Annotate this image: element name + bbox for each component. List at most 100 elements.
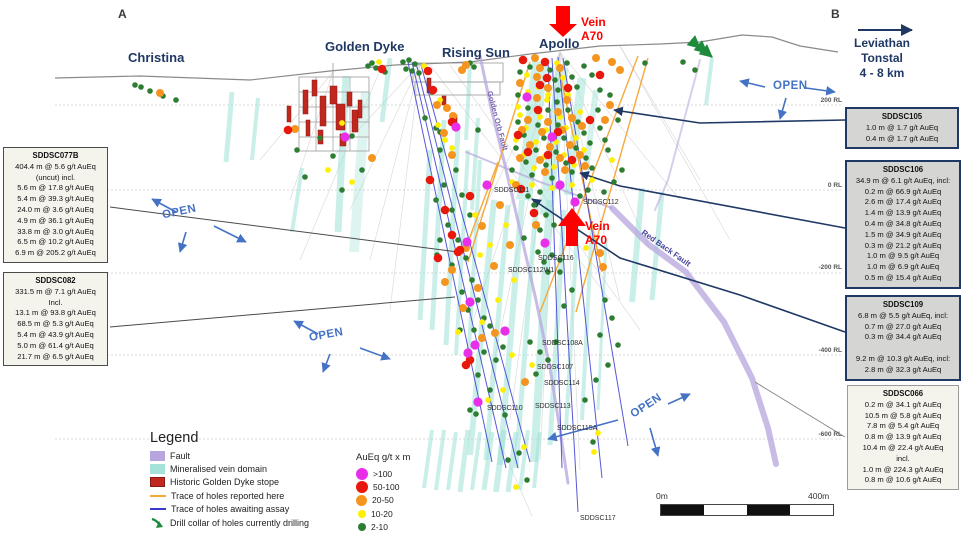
drill-intercept-dot-green (459, 289, 465, 295)
callout-connector-line (109, 206, 459, 253)
drill-intercept-dot-green (515, 119, 521, 125)
drillhole-id-label: SDDSC116 (538, 255, 574, 262)
drill-intercept-dot-green (487, 323, 493, 329)
drill-intercept-dot-red (453, 247, 463, 257)
drill-intercept-dot-orange (521, 378, 529, 386)
drill-intercept-dot-green (565, 107, 571, 113)
drill-intercept-dot-orange (541, 168, 549, 176)
drill-intercept-dot-green (569, 74, 575, 80)
drill-results-box-sddsc106: SDDSC106 34.9 m @ 6.1 g/t AuEq, incl: 0.2 … (845, 160, 961, 289)
drill-intercept-dot-red (540, 57, 550, 67)
drill-intercept-dot-orange (536, 156, 544, 164)
drill-intercept-dot-green (138, 84, 144, 90)
drill-intercept-dot-green (601, 189, 607, 195)
drill-intercept-dot-orange (581, 162, 589, 170)
vein-a70-arrow-down (556, 6, 570, 24)
drill-result-line: 33.8 m @ 3.0 g/t AuEq (17, 226, 94, 236)
legend: Legend Fault Mineralised vein domain His… (150, 430, 360, 529)
open-direction-arrow (213, 225, 247, 243)
drill-intercept-dot-green (611, 179, 617, 185)
drill-result-line: 0.4 m @ 34.8 g/t AuEq (864, 218, 942, 228)
drill-intercept-dot-orange (490, 262, 498, 270)
drill-intercept-dot-orange (462, 61, 470, 69)
trace-reported-line (467, 161, 499, 243)
background-drill-trace (559, 51, 651, 251)
drill-intercept-dot-green (609, 315, 615, 321)
trace-reported-line (575, 57, 649, 313)
drill-intercept-dot-red (595, 70, 605, 80)
drill-intercept-dot-green (537, 189, 543, 195)
drillhole-id-label: SDDSC115A (557, 425, 598, 432)
callout-connector-line (579, 171, 846, 229)
drill-intercept-dot-green (516, 450, 522, 456)
drill-result-line: 7.8 m @ 5.4 g/t AuEq (866, 421, 940, 431)
vein-a70-arrow-down-head (549, 24, 577, 37)
drill-intercept-dot-green (582, 397, 588, 403)
drill-intercept-dot-green (471, 327, 477, 333)
historic-stope (311, 79, 318, 97)
drill-intercept-dot-orange (516, 79, 524, 87)
trace-awaiting-assay-line (415, 62, 519, 469)
drill-results-box-title: SDDSC109 (882, 300, 924, 309)
scale-bar-segment (747, 505, 790, 515)
drill-intercept-dot-orange (478, 334, 486, 342)
drill-intercept-dot-green (587, 140, 593, 146)
aueq-grade-legend: AuEq g/t x m >100 50-100 20-50 10-20 2-1… (356, 452, 436, 534)
drill-intercept-dot-green (406, 57, 412, 63)
drill-intercept-dot-green (505, 457, 511, 463)
drill-intercept-dot-green (569, 169, 575, 175)
drill-results-box-sddsc066: SDDSC066 0.2 m @ 34.1 g/t AuEq 10.5 m @ 5.… (847, 385, 959, 491)
legend-item-drill-collar: Drill collar of holes currently drilling (150, 516, 360, 529)
drill-result-line: 1.0 m @ 224.3 g/t AuEq (862, 464, 944, 474)
drillhole-id-label: SDDSC107 (537, 364, 574, 371)
green-dot-icon (358, 523, 366, 532)
drill-intercept-dot-yellow (589, 177, 595, 183)
drill-intercept-dot-green (692, 67, 698, 73)
drill-intercept-dot-magenta (540, 238, 550, 248)
drill-intercept-dot-green (549, 252, 555, 258)
drill-intercept-dot-red (447, 230, 457, 240)
drill-intercept-dot-magenta (463, 348, 473, 358)
drill-intercept-dot-orange (546, 143, 554, 151)
background-drill-trace (389, 63, 421, 311)
drill-result-line: 0.7 m @ 27.0 g/t AuEq (864, 321, 942, 331)
drill-result-line: 6.8 m @ 5.5 g/t AuEq, incl: (857, 310, 949, 320)
mineralised-vein-band (446, 431, 458, 491)
mineralised-vein-band (290, 167, 304, 233)
blue-trace-swatch (150, 508, 166, 511)
drillhole-id-label: SDDSC114 (544, 380, 580, 387)
legend-item-fault: Fault (150, 449, 360, 462)
drill-result-line: 1.0 m @ 9.5 g/t AuEq (866, 251, 940, 261)
drill-intercept-dot-green (615, 117, 621, 123)
vein-domain-swatch (150, 464, 165, 475)
drill-intercept-dot-green (527, 339, 533, 345)
drill-intercept-dot-orange (554, 108, 562, 116)
mineralised-vein-band (223, 91, 235, 163)
drill-result-line: 21.7 m @ 6.5 g/t AuEq (17, 351, 94, 361)
drill-intercept-dot-red (513, 130, 523, 140)
drill-intercept-dot-orange (556, 64, 564, 72)
historic-stope (329, 85, 338, 105)
mineralised-vein-band (429, 119, 447, 331)
drill-intercept-dot-green (545, 107, 551, 113)
drill-intercept-dot-orange (599, 263, 607, 271)
drill-intercept-dot-orange (496, 201, 504, 209)
drill-intercept-dot-green (302, 174, 308, 180)
drill-intercept-dot-yellow (421, 63, 427, 69)
mineralised-vein-band (434, 429, 446, 491)
drill-result-line: (uncut) incl. (35, 172, 76, 182)
drill-intercept-dot-green (400, 59, 406, 65)
section-end-a: A (118, 7, 127, 21)
drill-intercept-dot-green (541, 135, 547, 141)
aueq-item-50-100: 50-100 (356, 480, 436, 494)
drill-result-line: 2.6 m @ 17.4 g/t AuEq (864, 197, 942, 207)
drill-intercept-dot-green (467, 212, 473, 218)
background-drill-trace (369, 63, 421, 261)
drill-intercept-dot-green (597, 87, 603, 93)
open-direction-arrow (667, 393, 691, 405)
drill-intercept-dot-green (551, 222, 557, 228)
trace-awaiting-assay-line (562, 57, 629, 447)
open-direction-arrow (739, 78, 766, 88)
drill-intercept-dot-green (552, 77, 558, 83)
drill-results-box-sddsc109: SDDSC109 6.8 m @ 5.5 g/t AuEq, incl: 0.7 m… (845, 295, 961, 381)
